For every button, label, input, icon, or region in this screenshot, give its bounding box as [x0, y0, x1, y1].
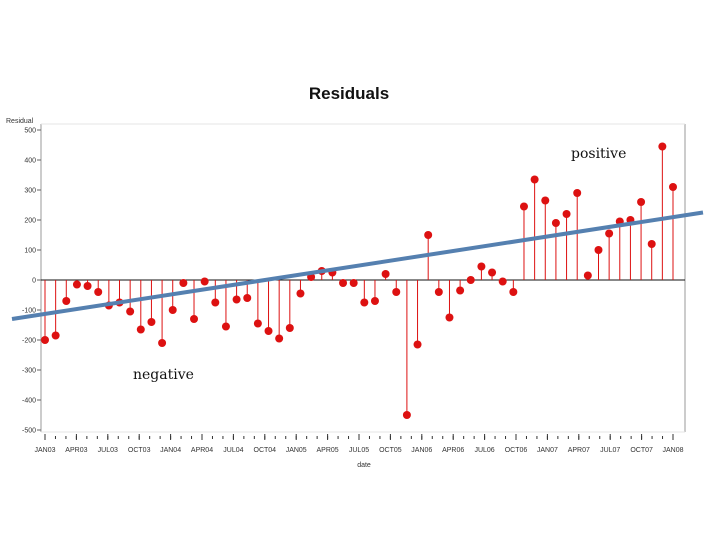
x-tick-label: OCT05 [379, 447, 402, 454]
residual-point [232, 295, 241, 304]
residual-point [466, 276, 475, 284]
residual-point [647, 240, 656, 248]
residual-point [168, 306, 177, 314]
y-tick-label: -400 [22, 398, 36, 405]
y-tick-label: 200 [24, 218, 36, 225]
y-ticks: 500 400 300 200 100 0 -100 -200 -300 -400 -500 [22, 128, 41, 435]
x-tick-label: JUL05 [349, 447, 369, 454]
x-tick-label: APR06 [442, 447, 464, 454]
residual-point [349, 279, 358, 287]
x-tick-label: JUL04 [223, 447, 243, 454]
annotation-negative: negative [133, 367, 194, 383]
residual-point [296, 289, 305, 298]
x-tick-label: APR05 [317, 447, 339, 454]
annotation-positive: positive [571, 146, 626, 162]
x-tick-label: APR03 [65, 447, 87, 454]
residual-point [264, 327, 273, 335]
residual-point [94, 288, 103, 296]
residual-point [221, 322, 230, 331]
residual-point [562, 210, 571, 218]
residual-point [190, 315, 199, 323]
residual-point [509, 288, 518, 296]
y-axis-label: Residual [6, 118, 34, 125]
residual-point [147, 318, 156, 326]
x-axis-label: date [357, 462, 371, 469]
residual-point [573, 189, 582, 197]
residual-point [669, 183, 677, 191]
residual-point [402, 411, 411, 419]
residual-point [530, 175, 539, 184]
residual-point [488, 268, 497, 277]
x-tick-label: OCT06 [505, 447, 528, 454]
residual-point [424, 231, 433, 239]
residual-point [381, 270, 390, 278]
residual-point [583, 271, 592, 280]
residual-point [275, 334, 284, 343]
y-tick-label: 500 [24, 128, 36, 135]
residual-point [200, 277, 209, 286]
y-tick-label: 300 [24, 188, 36, 195]
x-tick-label: JUL06 [474, 447, 494, 454]
residual-point [370, 297, 379, 305]
x-tick-label: APR07 [568, 447, 590, 454]
residual-point [158, 339, 167, 347]
trend-line [11, 210, 704, 321]
residual-point [83, 282, 92, 290]
residual-point [72, 280, 81, 289]
x-tick-label: JAN03 [34, 447, 55, 454]
x-tick-label: OCT04 [254, 447, 277, 454]
residual-point [392, 288, 401, 296]
residual-point [413, 340, 422, 349]
residual-point [136, 325, 145, 334]
residual-series [41, 142, 677, 419]
y-tick-label: -200 [22, 338, 36, 345]
x-tick-label: APR04 [191, 447, 213, 454]
y-tick-label: 400 [24, 158, 36, 165]
residual-point [658, 142, 667, 151]
residual-point [445, 313, 454, 322]
y-tick-label: -300 [22, 368, 36, 375]
y-tick-label: 0 [32, 278, 36, 285]
residual-point [477, 262, 486, 271]
residual-point [253, 319, 262, 328]
residual-point [243, 294, 252, 302]
residual-point [179, 279, 188, 287]
residual-point [339, 279, 348, 287]
residual-point [456, 286, 465, 295]
residual-point [605, 229, 614, 238]
residual-point [637, 198, 646, 206]
residual-point [498, 277, 507, 286]
x-tick-label: JAN07 [537, 447, 558, 454]
x-tick-label: JUL07 [600, 447, 620, 454]
x-tick-label: JAN08 [662, 447, 683, 454]
residual-point [62, 297, 71, 305]
residual-point [551, 219, 560, 227]
residual-point [211, 298, 220, 307]
x-tick-label: JAN04 [160, 447, 181, 454]
residual-point [541, 196, 550, 205]
chart-title: Residuals [309, 84, 389, 103]
x-tick-label: JAN05 [286, 447, 307, 454]
residual-point [594, 246, 603, 254]
x-tick-label: JAN06 [411, 447, 432, 454]
x-ticks: JAN03 APR03 JUL03 OCT03 JAN04 APR04 JUL04 OCT04… [34, 434, 684, 454]
y-tick-label: 100 [24, 248, 36, 255]
x-tick-label: OCT03 [128, 447, 151, 454]
residual-point [519, 202, 528, 211]
y-tick-label: -100 [22, 308, 36, 315]
x-tick-label: JUL03 [98, 447, 118, 454]
residual-point [360, 298, 369, 307]
residual-point [285, 324, 294, 332]
x-tick-label: OCT07 [630, 447, 653, 454]
residual-point [51, 331, 60, 340]
residual-point [434, 288, 443, 296]
y-tick-label: -500 [22, 428, 36, 435]
residual-point [41, 336, 49, 344]
residual-point [126, 307, 135, 316]
